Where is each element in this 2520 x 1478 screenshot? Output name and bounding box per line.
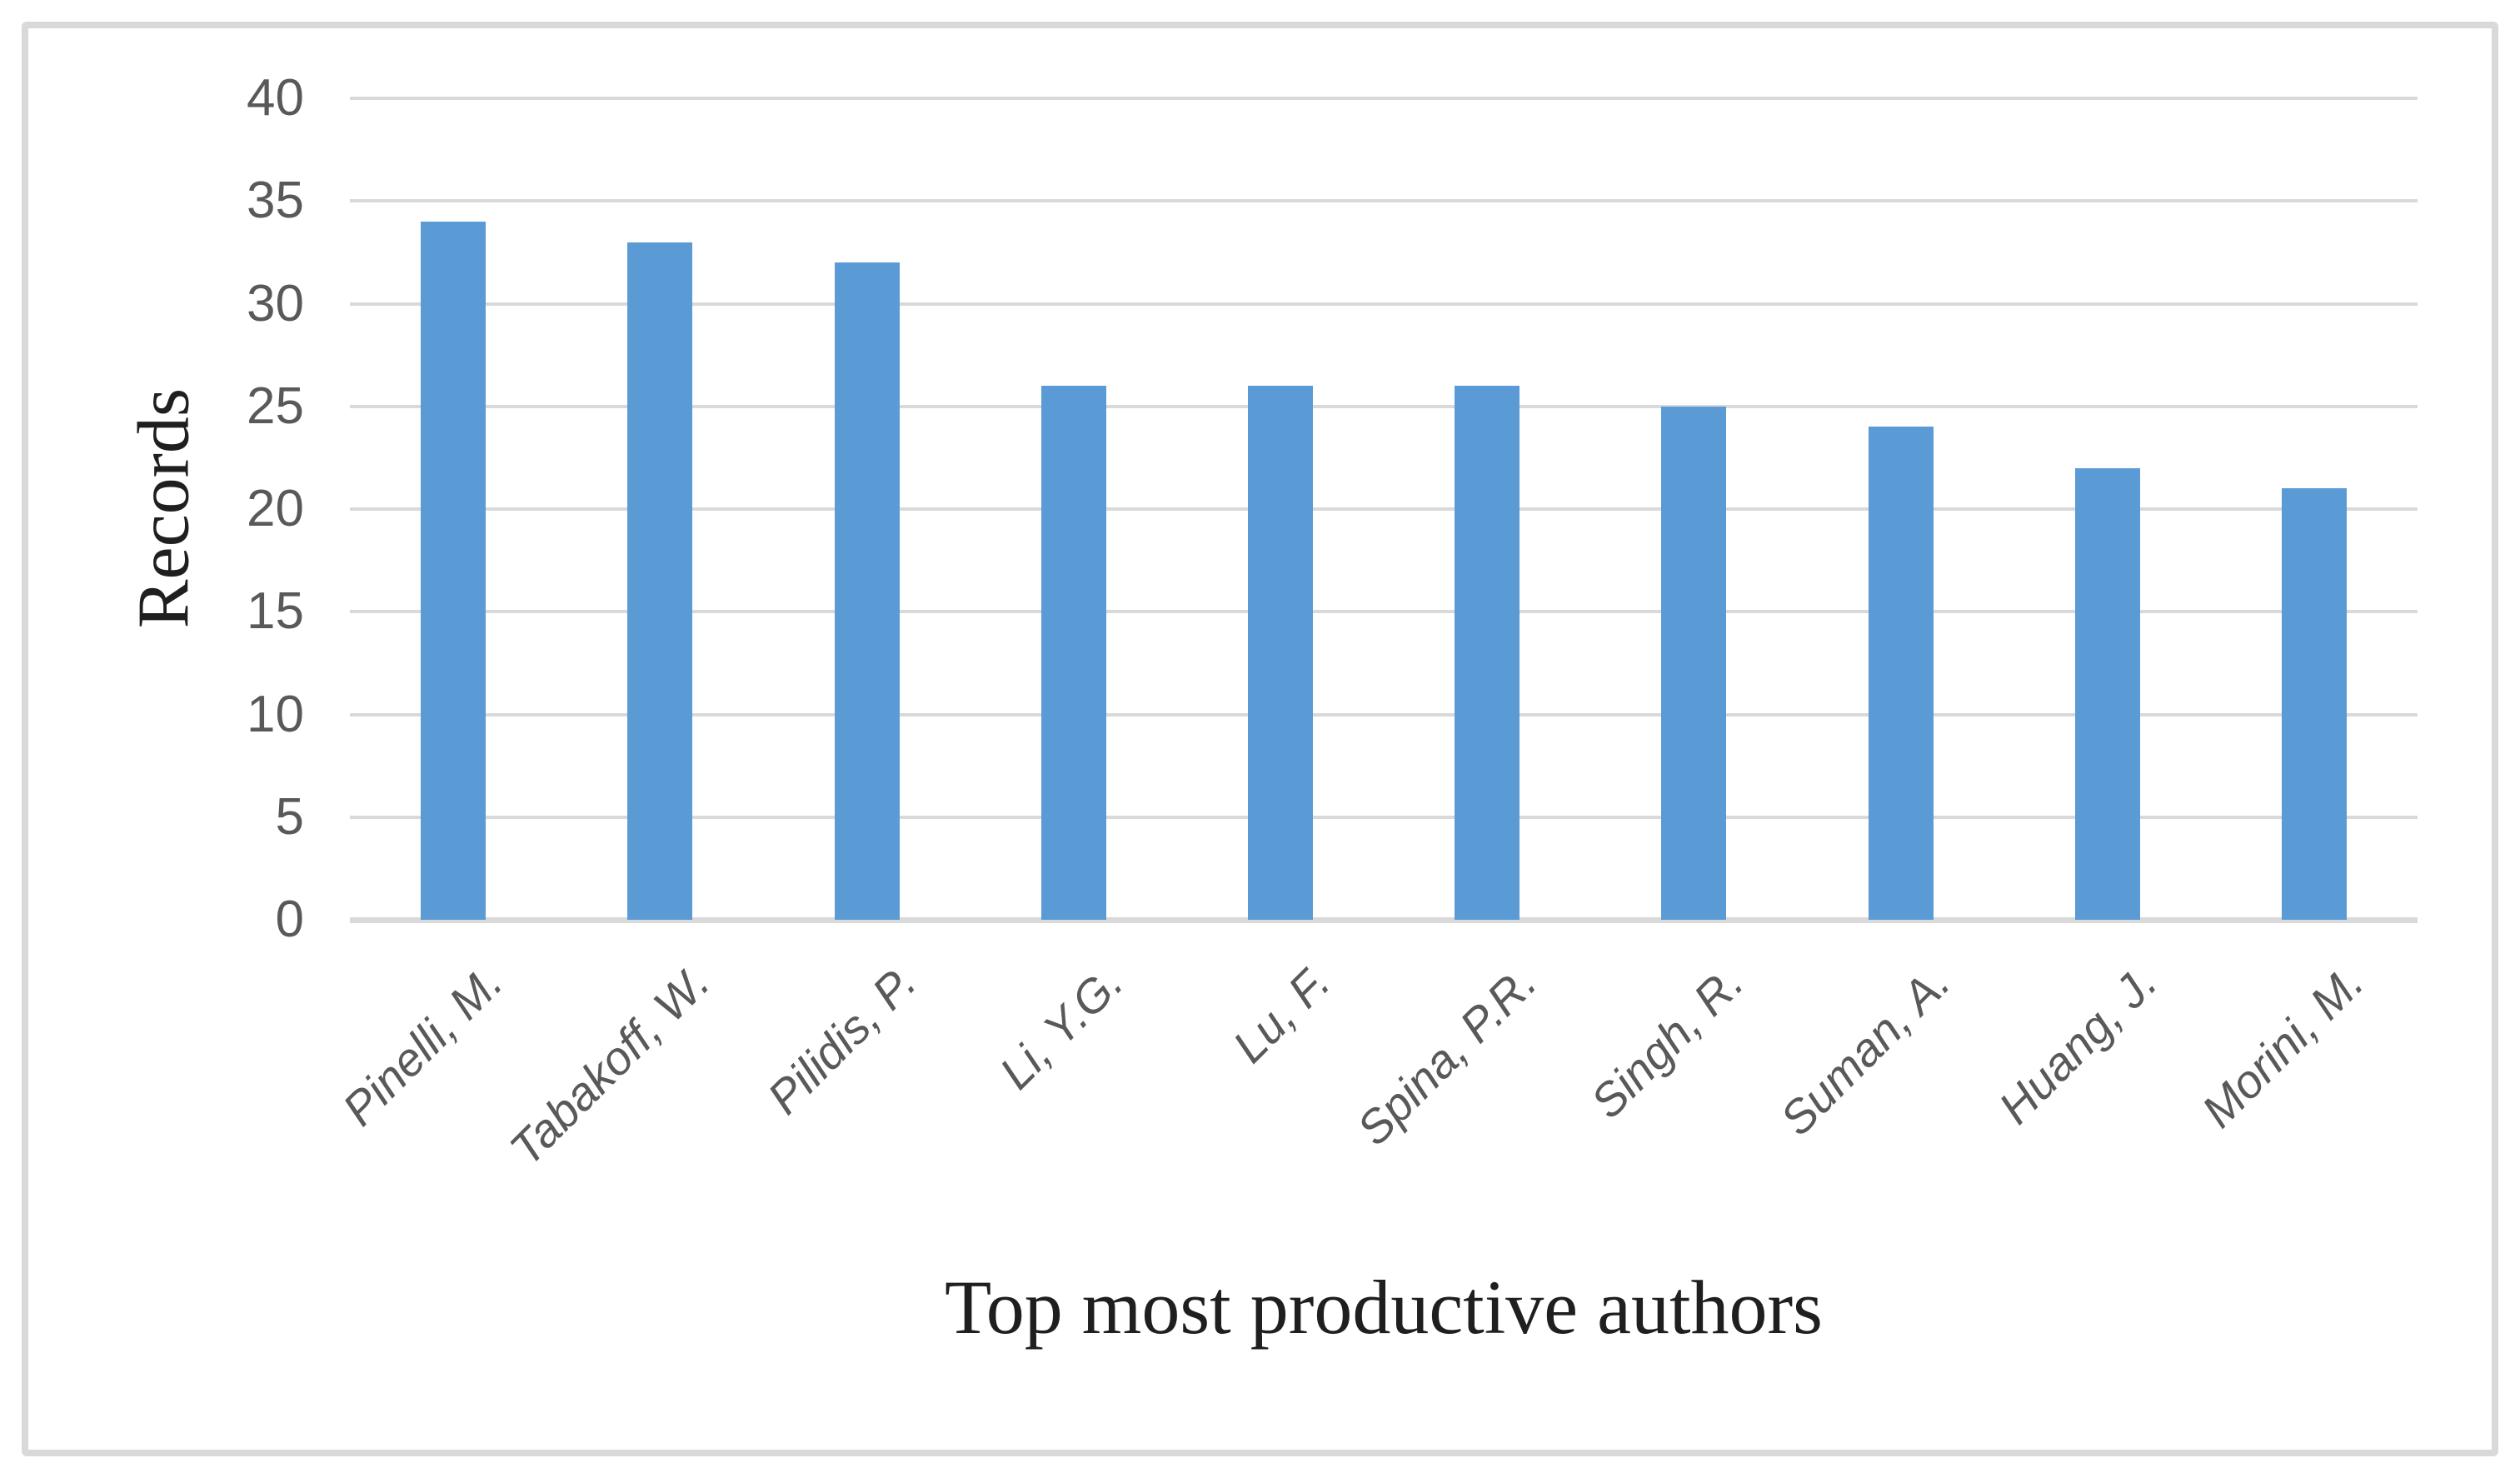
bar-singh-r <box>1661 406 1727 920</box>
gridline-35 <box>350 199 2418 203</box>
y-tick-label-40: 40 <box>247 69 304 127</box>
y-tick-label-10: 10 <box>247 685 304 743</box>
y-tick-label-25: 25 <box>247 377 304 435</box>
gridline-20 <box>350 507 2418 511</box>
bar-pinelli-m <box>421 221 487 920</box>
plot-area <box>350 97 2418 923</box>
y-tick-label-15: 15 <box>247 582 304 641</box>
bar-pilidis-p <box>834 262 900 920</box>
gridline-10 <box>350 712 2418 717</box>
gridline-30 <box>350 302 2418 306</box>
x-axis-title: Top most productive authors <box>945 1265 1823 1350</box>
bar-li-y-g <box>1040 386 1106 920</box>
gridline-15 <box>350 610 2418 614</box>
gridline-25 <box>350 404 2418 408</box>
bar-lu-f <box>1247 386 1313 920</box>
gridline-5 <box>350 815 2418 819</box>
bar-spina-p-r <box>1455 386 1520 920</box>
bar-tabakoff-w <box>627 242 693 920</box>
y-tick-label-35: 35 <box>247 172 304 230</box>
y-tick-label-5: 5 <box>275 787 304 846</box>
x-axis-line <box>350 917 2418 923</box>
y-tick-label-0: 0 <box>275 891 304 948</box>
y-tick-label-30: 30 <box>247 274 304 332</box>
bar-suman-a <box>1868 427 1934 920</box>
y-tick-label-20: 20 <box>247 480 304 537</box>
bar-morini-m <box>2281 488 2347 920</box>
gridline-40 <box>350 97 2418 100</box>
bar-huang-j <box>2074 467 2140 920</box>
